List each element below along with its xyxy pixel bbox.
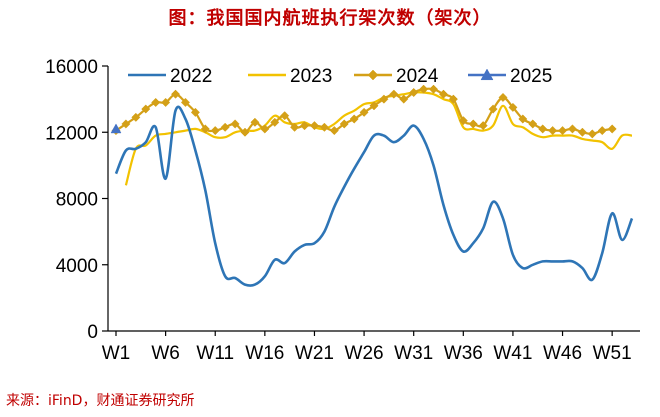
data-point-2024	[409, 87, 419, 98]
x-tick-label: W26	[345, 343, 384, 364]
axes: 0 4000 8000 12000 16000 W1 W6 W11 W16 W21 W26 W31 W3…	[45, 57, 640, 364]
x-tick-label: W1	[102, 343, 131, 364]
data-point-2024	[548, 126, 558, 136]
data-point-2024	[180, 97, 191, 107]
data-point-2024	[319, 122, 329, 132]
data-point-2024	[508, 102, 518, 112]
x-tick-label: W31	[394, 343, 433, 364]
data-point-2024	[488, 104, 498, 114]
legend-label: 2022	[170, 66, 212, 87]
y-tick-label: 16000	[45, 57, 98, 78]
legend-label: 2023	[290, 66, 332, 87]
data-point-2024	[498, 92, 508, 103]
data-point-2024	[190, 107, 200, 117]
data-point-2024	[200, 124, 210, 134]
series-layer	[110, 84, 634, 287]
data-point-2024	[329, 126, 339, 136]
series-line-2023	[124, 91, 633, 186]
data-point-2024	[369, 101, 379, 111]
data-point-2024	[270, 117, 280, 127]
chart-title: 图：我国国内航班执行架次数（架次）	[168, 8, 492, 29]
legend-marker	[367, 69, 379, 81]
legend-label: 2024	[396, 66, 439, 87]
series-line-2022	[114, 105, 634, 287]
data-point-2024	[538, 124, 548, 134]
data-point-2024	[299, 121, 310, 131]
data-point-2024	[359, 107, 369, 117]
data-point-2024	[349, 114, 359, 124]
data-point-2024	[280, 111, 290, 121]
data-point-2024	[290, 122, 300, 132]
data-point-2024	[577, 127, 587, 137]
legend: 2022 2023 2024 2025	[128, 66, 552, 87]
source-note: 来源：iFinD，财通证券研究所	[6, 393, 195, 409]
y-tick-label: 8000	[56, 190, 98, 211]
data-point-2024	[309, 121, 320, 131]
data-point-2024	[478, 121, 488, 131]
series-2022	[114, 105, 634, 287]
data-point-2024	[260, 124, 270, 134]
data-point-2024	[428, 84, 439, 94]
data-point-2024	[161, 97, 171, 107]
x-tick-label: W36	[444, 343, 483, 364]
data-point-2024	[141, 104, 151, 114]
data-point-2024	[230, 119, 240, 129]
data-point-2024	[121, 119, 131, 129]
data-point-2024	[250, 117, 260, 127]
series-2023	[124, 91, 633, 186]
data-point-2024	[587, 129, 597, 139]
y-tick-label: 0	[87, 322, 98, 343]
data-point-2025	[110, 123, 122, 134]
data-point-2024	[458, 116, 468, 126]
data-point-2024	[518, 114, 528, 124]
legend-item-2025: 2025	[468, 66, 552, 87]
data-point-2024	[438, 89, 449, 99]
x-tick-label: W41	[493, 343, 532, 364]
series-2025	[110, 123, 122, 134]
y-tick-label: 4000	[56, 256, 98, 277]
legend-label: 2025	[510, 66, 552, 87]
data-point-2024	[379, 94, 389, 104]
data-point-2024	[170, 89, 181, 99]
data-point-2024	[419, 84, 429, 94]
legend-item-2022: 2022	[128, 66, 212, 87]
data-point-2024	[210, 126, 220, 136]
data-point-2024	[339, 119, 349, 129]
data-point-2024	[448, 94, 458, 104]
data-point-2024	[528, 119, 538, 129]
x-tick-label: W16	[245, 343, 284, 364]
data-point-2024	[240, 127, 250, 137]
data-point-2024	[151, 97, 161, 107]
data-point-2024	[557, 126, 568, 136]
legend-item-2023: 2023	[248, 66, 332, 87]
data-point-2024	[607, 124, 617, 134]
x-tick-label: W46	[543, 343, 582, 364]
data-point-2024	[468, 119, 478, 129]
x-tick-label: W6	[151, 343, 180, 364]
data-point-2024	[131, 112, 141, 122]
data-point-2024	[220, 122, 230, 132]
x-tick-label: W11	[196, 343, 234, 364]
y-tick-label: 12000	[45, 123, 98, 144]
legend-marker	[480, 68, 494, 81]
x-tick-label: W51	[593, 343, 632, 364]
data-point-2024	[567, 124, 578, 134]
x-tick-label: W21	[295, 343, 334, 364]
legend-item-2024: 2024	[354, 66, 439, 87]
data-point-2024	[399, 94, 409, 104]
data-point-2024	[389, 89, 399, 99]
data-point-2024	[597, 126, 607, 136]
